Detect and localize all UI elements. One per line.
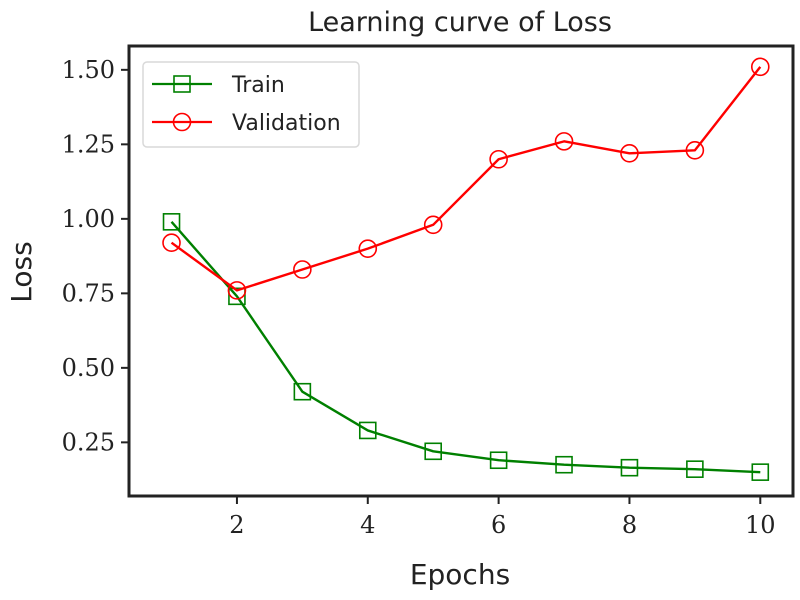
train-point (293, 382, 312, 401)
y-tick-label: 0.75 (62, 279, 115, 307)
y-tick-label: 0.25 (62, 428, 115, 456)
validation-point (685, 141, 705, 160)
validation-point (423, 215, 443, 235)
train-point (555, 455, 573, 474)
train-point (686, 460, 704, 478)
legend-validation-label: Validation (232, 111, 341, 136)
validation-point (162, 233, 181, 252)
train-point (358, 421, 377, 440)
train-point (228, 287, 246, 306)
validation-line (170, 66, 762, 292)
x-tick-label: 4 (360, 511, 375, 539)
legend-validation-marker (172, 112, 192, 132)
legend-item-train: Train (152, 73, 285, 98)
series-train (162, 213, 770, 481)
series-validation (162, 57, 770, 300)
plot-frame (127, 44, 795, 498)
train-point (162, 213, 181, 231)
legend-train-label: Train (231, 73, 285, 98)
train-point (620, 458, 639, 477)
axes: 2 4 6 8 10 0.25 0.50 0.75 1.00 1.25 1.50 (62, 56, 776, 539)
x-tick-label: 10 (745, 511, 776, 539)
legend-item-validation: Validation (152, 111, 341, 136)
y-tick-label: 1.50 (62, 56, 115, 84)
x-tick-label: 6 (491, 511, 506, 539)
chart-title: Learning curve of Loss (308, 7, 612, 38)
train-line (170, 221, 761, 474)
y-tick-label: 1.25 (62, 130, 115, 158)
validation-point (489, 149, 508, 169)
validation-point (293, 260, 312, 279)
train-point (424, 442, 442, 461)
validation-point (554, 132, 574, 151)
x-tick-label: 2 (229, 511, 244, 539)
x-tick-label: 8 (622, 511, 637, 539)
validation-point (358, 239, 378, 258)
validation-point (227, 281, 247, 300)
validation-point (750, 57, 770, 77)
train-point (751, 463, 770, 481)
validation-point (620, 143, 639, 163)
y-tick-label: 1.00 (62, 205, 115, 233)
y-axis-label: Loss (5, 241, 38, 302)
plot-area (162, 57, 770, 481)
legend-train-marker (173, 75, 191, 93)
y-tick-label: 0.50 (62, 354, 115, 382)
legend: Train Validation (142, 61, 360, 148)
train-point (489, 451, 508, 470)
x-axis-label: Epochs (410, 558, 510, 591)
